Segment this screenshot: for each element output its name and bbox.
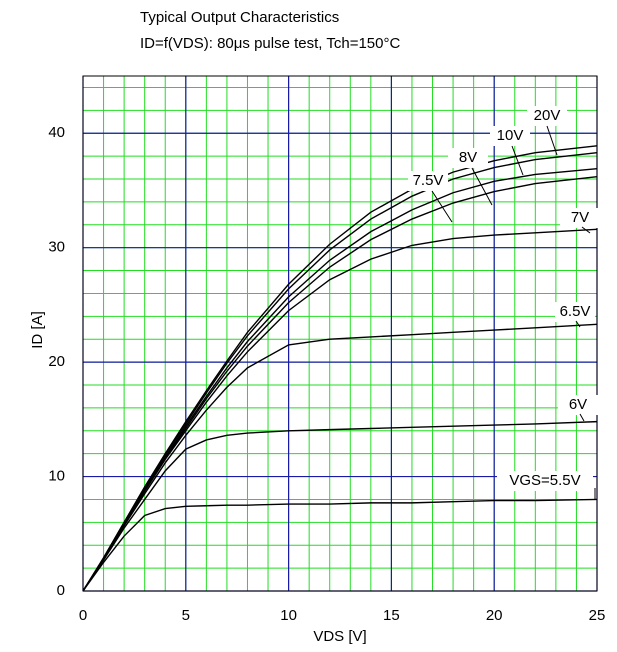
label-background: [490, 126, 530, 146]
leader-line: [579, 413, 585, 422]
leader-line: [575, 320, 581, 328]
leader-line: [546, 125, 558, 156]
leader-line: [581, 226, 591, 234]
label-background: [555, 302, 595, 322]
plot-background: [83, 76, 597, 591]
curve-label: 6V: [569, 396, 587, 413]
curve: [82, 420, 598, 592]
curve: [82, 323, 598, 592]
label-background: [408, 171, 448, 191]
label-background: [558, 395, 598, 415]
curve-label: 8V: [459, 149, 477, 166]
curve-label: 7V: [571, 209, 589, 226]
curve-label: 20V: [534, 107, 561, 124]
chart-title: Typical Output Characteristics: [140, 9, 339, 26]
x-tick-label: 25: [589, 607, 606, 624]
label-background: [497, 471, 593, 491]
curve: [82, 228, 598, 592]
leader-line: [431, 190, 453, 223]
y-tick-label: 30: [48, 239, 65, 256]
curve-label: VGS=5.5V: [509, 472, 580, 489]
x-tick-label: 10: [280, 607, 297, 624]
label-background: [448, 148, 488, 168]
curve-label: 10V: [497, 127, 524, 144]
y-tick-label: 20: [48, 353, 65, 370]
plot-frame: [82, 75, 598, 592]
label-background: [527, 106, 567, 126]
leader-line: [471, 167, 493, 206]
curve-label: 6.5V: [560, 303, 591, 320]
y-tick-label: 40: [48, 124, 65, 141]
y-tick-label: 10: [48, 468, 65, 485]
x-tick-label: 15: [383, 607, 400, 624]
x-tick-label: 5: [182, 607, 190, 624]
x-tick-label: 0: [79, 607, 87, 624]
leader-line: [511, 145, 524, 176]
curve: [82, 498, 598, 592]
curve-label: 7.5V: [413, 172, 444, 189]
x-axis-label: VDS [V]: [313, 628, 366, 645]
label-background: [560, 208, 600, 228]
chart-subtitle: ID=f(VDS): 80μs pulse test, Tch=150°C: [140, 35, 400, 52]
y-tick-label: 0: [57, 582, 65, 599]
x-tick-label: 20: [486, 607, 503, 624]
plot-area: 0 5 10 15 20 25 0 10 20 30 40 20V 10V 8V 7.5V 7V 6.5V 6V V…: [48, 75, 606, 624]
y-axis-label: ID [A]: [29, 311, 46, 349]
